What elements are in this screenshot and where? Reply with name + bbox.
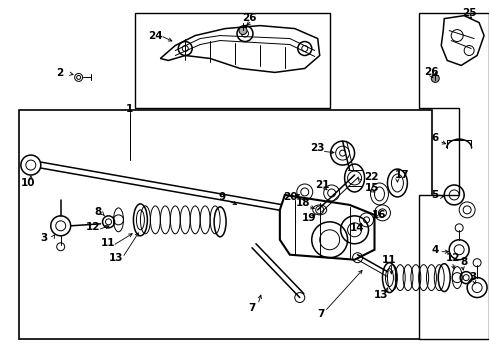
Text: 5: 5 <box>431 190 439 200</box>
Text: 23: 23 <box>310 143 324 153</box>
Polygon shape <box>441 15 484 66</box>
Text: 24: 24 <box>148 31 163 41</box>
Text: 8: 8 <box>95 207 102 217</box>
Text: 4: 4 <box>431 245 439 255</box>
Text: 21: 21 <box>315 180 329 190</box>
Text: 15: 15 <box>365 183 379 193</box>
Text: 12: 12 <box>446 253 461 263</box>
Text: 8: 8 <box>460 257 467 267</box>
Text: 11: 11 <box>382 255 396 265</box>
Text: 12: 12 <box>86 222 100 232</box>
Text: 7: 7 <box>248 302 255 312</box>
Text: 10: 10 <box>21 178 35 188</box>
Bar <box>19 110 432 339</box>
Text: 13: 13 <box>108 253 123 263</box>
Text: 19: 19 <box>302 213 316 223</box>
Text: 1: 1 <box>125 104 133 114</box>
Text: 26: 26 <box>242 13 256 23</box>
Circle shape <box>239 27 247 35</box>
Text: 17: 17 <box>394 170 409 180</box>
Text: 9: 9 <box>218 192 225 202</box>
Bar <box>135 13 330 108</box>
Polygon shape <box>280 195 374 260</box>
Text: 6: 6 <box>431 133 439 143</box>
Circle shape <box>431 75 439 82</box>
Text: 11: 11 <box>100 238 115 248</box>
Text: 22: 22 <box>365 172 379 182</box>
Text: 18: 18 <box>296 198 310 208</box>
Text: 3: 3 <box>41 233 48 243</box>
Text: 16: 16 <box>371 210 386 220</box>
Text: 2: 2 <box>56 68 63 78</box>
Polygon shape <box>160 26 319 72</box>
Text: 7: 7 <box>318 310 325 319</box>
Text: 14: 14 <box>349 223 364 233</box>
Text: 25: 25 <box>462 8 477 18</box>
Text: 3: 3 <box>469 272 476 282</box>
Polygon shape <box>419 13 489 339</box>
Text: 13: 13 <box>373 289 388 300</box>
Text: 20: 20 <box>283 192 297 202</box>
Text: 26: 26 <box>424 67 439 77</box>
